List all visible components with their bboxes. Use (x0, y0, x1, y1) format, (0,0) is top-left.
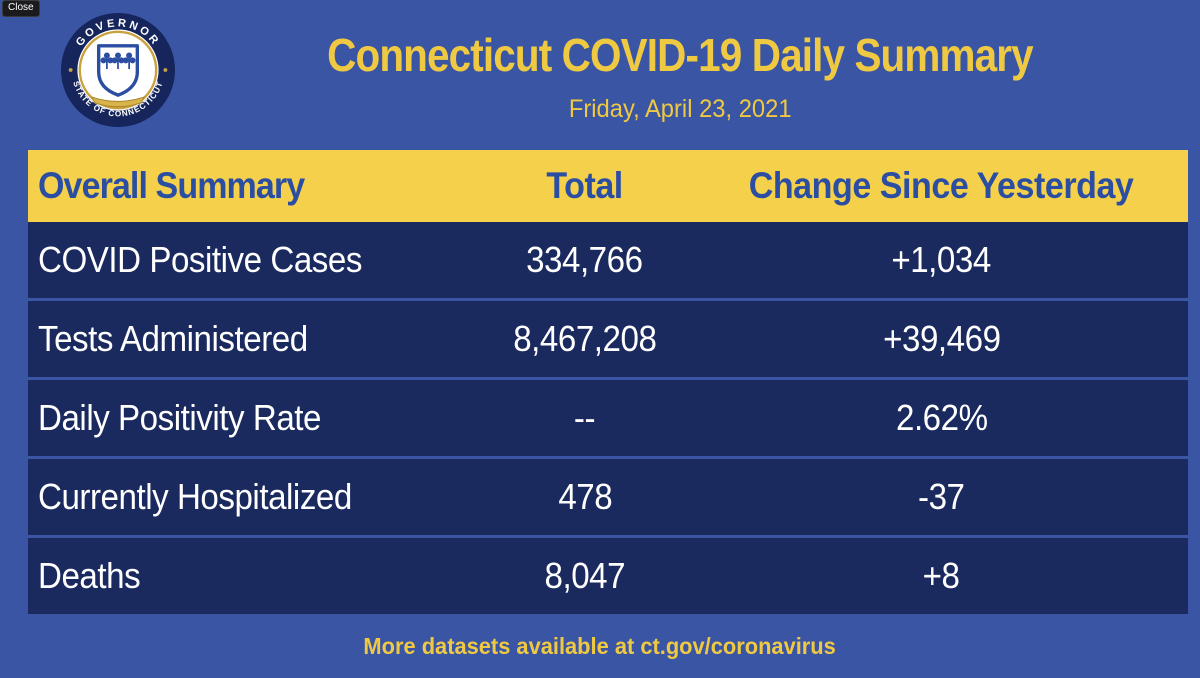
table-row-covid-positive-cases: COVID Positive Cases 334,766 +1,034 (28, 222, 1188, 298)
row-change: +39,469 (882, 318, 1001, 359)
connecticut-governor-seal-icon: GOVERNOR STATE OF CONNECTICUT (60, 12, 176, 128)
row-label: Tests Administered (38, 318, 308, 359)
page-title-text: Connecticut COVID-19 Daily Summary (327, 29, 1034, 81)
close-button[interactable]: Close (2, 0, 40, 17)
row-change: +8 (923, 555, 960, 596)
row-change: +1,034 (891, 239, 992, 280)
date-subtitle: Friday, April 23, 2021 (196, 95, 1164, 124)
row-label: Daily Positivity Rate (38, 397, 321, 438)
row-change: -37 (918, 476, 965, 517)
row-label: Currently Hospitalized (38, 476, 352, 517)
date-text: Friday, April 23, 2021 (568, 95, 792, 123)
page-title: Connecticut COVID-19 Daily Summary (196, 28, 1164, 82)
table-row-daily-positivity-rate: Daily Positivity Rate -- 2.62% (28, 380, 1188, 456)
table-header-row: Overall Summary Total Change Since Yeste… (28, 150, 1188, 222)
summary-table: Overall Summary Total Change Since Yeste… (28, 150, 1188, 614)
footer-note-text: More datasets available at ct.gov/corona… (363, 633, 837, 659)
col-header-overall-summary: Overall Summary (38, 165, 305, 206)
row-total: 8,467,208 (513, 318, 657, 359)
table-row-deaths: Deaths 8,047 +8 (28, 538, 1188, 614)
grapevine-shield-icon (90, 44, 146, 108)
col-header-change-since-yesterday: Change Since Yesterday (749, 165, 1134, 206)
table-row-tests-administered: Tests Administered 8,467,208 +39,469 (28, 301, 1188, 377)
row-total: 8,047 (544, 555, 626, 596)
table-row-currently-hospitalized: Currently Hospitalized 478 -37 (28, 459, 1188, 535)
row-total: 478 (557, 476, 612, 517)
header-zone: Connecticut COVID-19 Daily Summary Frida… (196, 0, 1164, 124)
row-change: 2.62% (895, 397, 988, 438)
row-label: COVID Positive Cases (38, 239, 362, 280)
row-label: Deaths (38, 555, 141, 596)
col-header-total: Total (546, 165, 624, 206)
row-total: -- (574, 397, 596, 438)
row-total: 334,766 (526, 239, 644, 280)
footer-note: More datasets available at ct.gov/corona… (0, 633, 1200, 660)
